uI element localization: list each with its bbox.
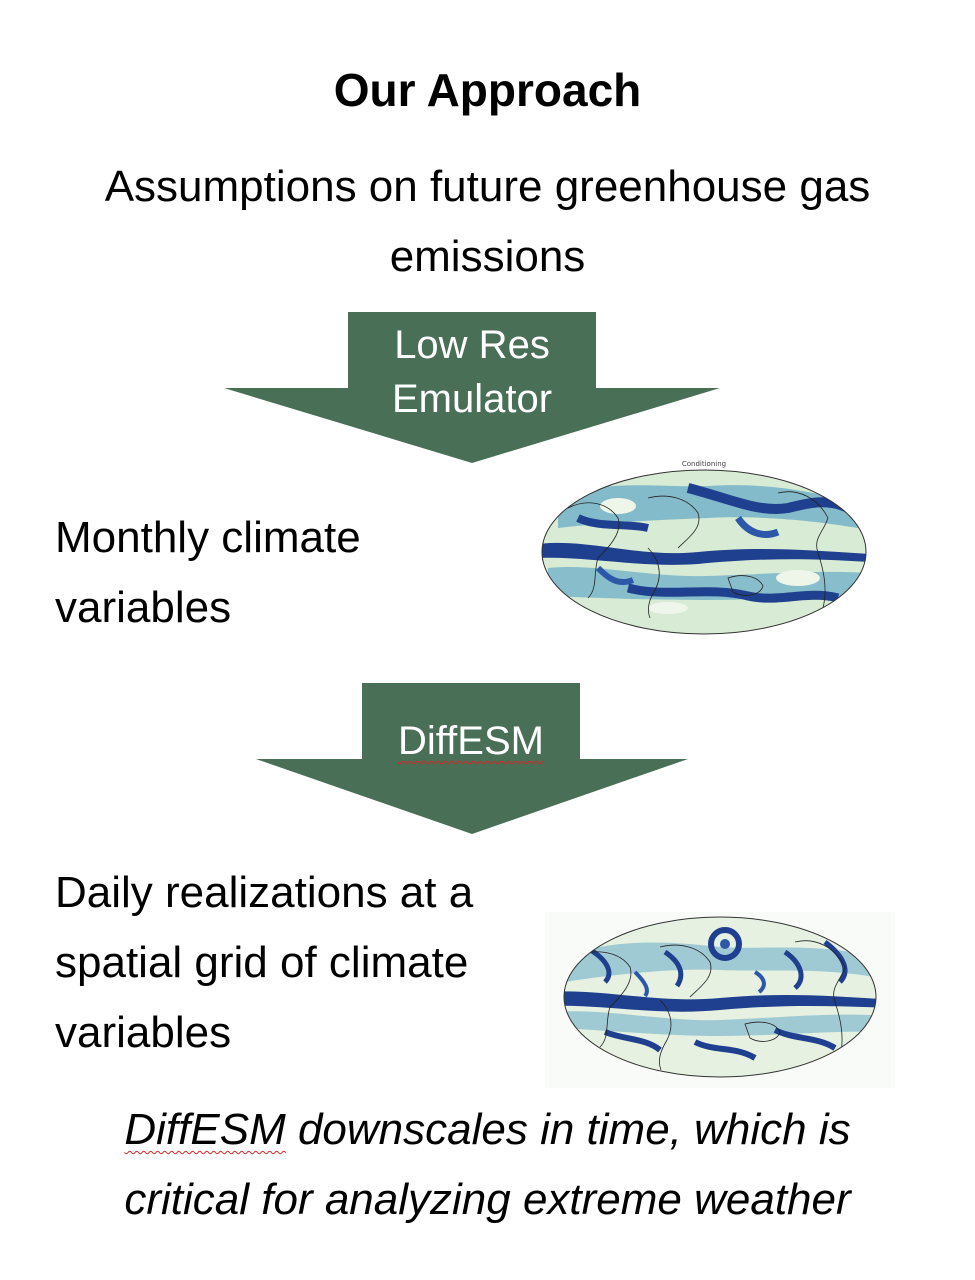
arrow-1-label-line1: Low Res [394,323,550,367]
step-2-line3: variables [55,1008,232,1057]
monthly-map-plot: Conditioning [541,460,867,635]
daily-map-plot [545,912,895,1088]
arrow-1-label-line2: Emulator [391,377,553,421]
step-1-text: Monthly climate variables [55,503,361,643]
arrow-1-label: Low Res Emulator [348,318,596,426]
step-2-line1: Daily realizations at a [55,868,474,917]
footer-line1-rest: downscales in time, which is [285,1105,851,1154]
step-2-text: Daily realizations at a spatial grid of … [55,858,473,1068]
arrow-2-label: DiffESM [362,714,580,768]
map-caption: Conditioning [682,460,726,468]
subtitle: Assumptions on future greenhouse gas emi… [104,162,871,281]
step-1-line2: variables [55,583,232,632]
footer-line2: critical for analyzing extreme weather [124,1175,851,1224]
footer-emphasis: DiffESM [124,1105,286,1154]
arrow-2-label-text: DiffESM [398,719,544,763]
slide-title: Our Approach [333,64,642,116]
footer-statement: DiffESM downscales in time, which is cri… [40,1095,935,1235]
step-2-line2: spatial grid of climate [55,938,469,987]
footer-line1: DiffESM downscales in time, which is [40,1095,935,1165]
step-1-line1: Monthly climate [55,513,361,562]
